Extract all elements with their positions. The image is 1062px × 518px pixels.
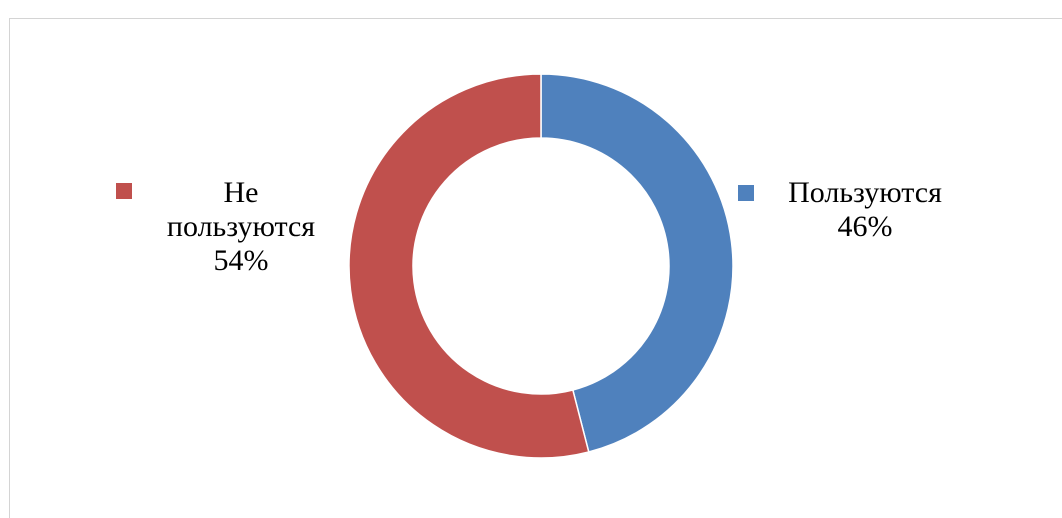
legend-marker-not-using: [116, 183, 132, 199]
slice-label-using: Пользуются 46%: [738, 176, 970, 244]
slice-label-not-using-line1: Не: [223, 176, 259, 209]
chart-frame: [9, 18, 1062, 518]
slice-label-not-using-percent: 54%: [213, 244, 269, 277]
donut-slice-using: [540, 73, 734, 453]
slice-label-using-line1: Пользуются: [788, 176, 942, 209]
donut-slice-not-using: [348, 73, 590, 459]
slice-label-using-percent: 46%: [837, 210, 893, 243]
slice-label-not-using: Не пользуются 54%: [116, 176, 336, 278]
slice-label-not-using-line2: пользуются: [166, 210, 316, 243]
legend-marker-using: [738, 185, 754, 201]
